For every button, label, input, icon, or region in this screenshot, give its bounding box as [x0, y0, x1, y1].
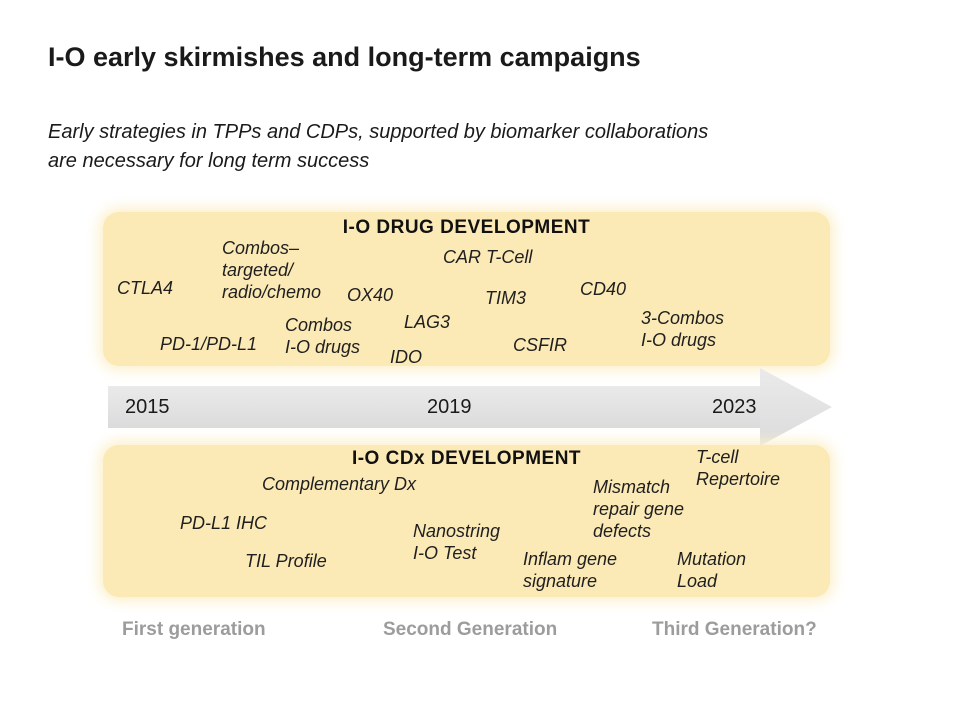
slide-title: I-O early skirmishes and long-term campa…	[48, 42, 641, 72]
timeline-arrow	[104, 364, 836, 450]
generation-label-third: Third Generation?	[652, 619, 817, 640]
drug-development-box	[103, 212, 830, 366]
drug-item-ctla4: CTLA4	[117, 278, 174, 298]
drug-item-combos-targeted-radio-chemo: Combos– targeted/ radio/chemo	[222, 238, 322, 302]
drug-item-pd1-pdl1: PD-1/PD-L1	[160, 334, 258, 354]
cdx-item-complementary-dx: Complementary Dx	[262, 474, 417, 494]
cdx-item-mutation-load: Mutation Load	[677, 549, 747, 591]
drug-item-ox40: OX40	[347, 285, 394, 305]
cdx-item-t-cell-repertoire: T-cell Repertoire	[696, 447, 781, 489]
generation-label-first: First generation	[122, 619, 266, 640]
cdx-development-box	[103, 445, 830, 597]
drug-item-car-t-cell: CAR T-Cell	[443, 247, 533, 267]
timeline-year-2023: 2023	[712, 396, 757, 418]
generation-label-second: Second Generation	[383, 619, 558, 640]
cdx-item-nanostring-io-test: Nanostring I-O Test	[413, 521, 501, 563]
cdx-item-mismatch-repair-gene-defects: Mismatch repair gene defects	[593, 477, 685, 541]
cdx-item-inflam-gene-signature: Inflam gene signature	[523, 549, 618, 591]
cdx-box-header: I-O CDx DEVELOPMENT	[351, 448, 582, 469]
timeline-year-2019: 2019	[427, 396, 472, 418]
drug-item-lag3: LAG3	[404, 312, 451, 332]
cdx-item-pdl1-ihc: PD-L1 IHC	[180, 513, 268, 533]
drug-item-3-combos-io-drugs: 3-Combos I-O drugs	[641, 308, 725, 350]
cdx-item-til-profile: TIL Profile	[245, 551, 327, 571]
drug-item-tim3: TIM3	[485, 288, 527, 308]
drug-item-csfir: CSFIR	[513, 335, 567, 355]
drug-item-ido: IDO	[390, 347, 423, 367]
drug-item-combos-io-drugs: Combos I-O drugs	[285, 315, 361, 357]
slide-subtitle: Early strategies in TPPs and CDPs, suppo…	[48, 121, 709, 172]
timeline-arrow-shape	[108, 368, 832, 446]
drug-box-header: I-O DRUG DEVELOPMENT	[342, 217, 591, 238]
timeline-year-2015: 2015	[125, 396, 170, 418]
drug-item-cd40: CD40	[580, 279, 627, 299]
